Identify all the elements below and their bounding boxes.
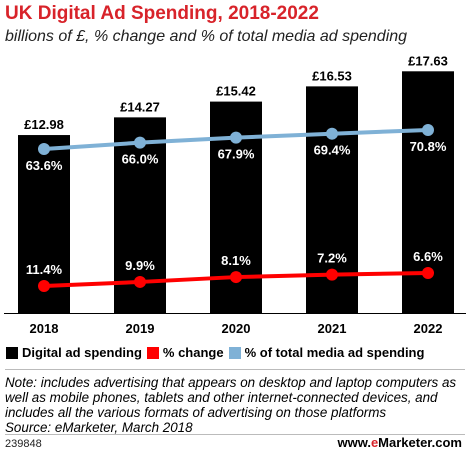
chart-subtitle: billions of £, % change and % of total m…	[5, 28, 408, 45]
bar-label-2018: £12.98	[24, 117, 64, 132]
legend-item-change: % change	[146, 345, 224, 360]
x-tick-2021: 2021	[318, 321, 347, 336]
change-point-2019	[134, 275, 146, 288]
share-label-2018: 63.6%	[26, 158, 63, 173]
chart-note: Note: includes advertising that appears …	[5, 375, 467, 435]
legend-label-change: % change	[162, 345, 224, 360]
legend-swatch-spending	[6, 346, 18, 359]
bar-label-2022: £17.63	[408, 53, 448, 68]
change-label-2022: 6.6%	[413, 249, 443, 264]
share-point-2019	[134, 136, 146, 149]
legend-item-spending: Digital ad spending	[6, 345, 142, 360]
share-label-2022: 70.8%	[410, 139, 447, 154]
x-tick-2018: 2018	[30, 321, 59, 336]
source-text: Source: eMarketer, March 2018	[5, 420, 193, 435]
legend-label-spending: Digital ad spending	[22, 345, 142, 360]
chart-legend: Digital ad spending % change % of total …	[6, 345, 429, 360]
change-point-2018	[38, 280, 50, 292]
change-point-2021	[326, 268, 338, 281]
share-label-2021: 69.4%	[314, 143, 351, 158]
brand-suffix: Marketer.com	[378, 435, 462, 450]
change-point-2022	[422, 267, 434, 279]
change-point-2020	[230, 271, 242, 284]
brand-prefix: www.	[337, 435, 371, 450]
share-point-2018	[38, 143, 50, 155]
chart-title: UK Digital Ad Spending, 2018-2022	[5, 3, 319, 24]
note-text: Note: includes advertising that appears …	[5, 375, 457, 420]
bar-label-2019: £14.27	[120, 99, 160, 114]
x-tick-2020: 2020	[222, 321, 251, 336]
change-label-2020: 8.1%	[221, 253, 251, 268]
chart-id: 239848	[5, 438, 42, 450]
x-tick-2019: 2019	[126, 321, 155, 336]
brand-e: e	[370, 435, 379, 450]
change-label-2019: 9.9%	[125, 258, 155, 273]
divider-bottom	[5, 434, 465, 435]
share-point-2021	[326, 127, 338, 140]
x-tick-2022: 2022	[414, 321, 443, 336]
share-point-2022	[422, 124, 434, 136]
legend-swatch-share	[228, 346, 241, 359]
legend-item-share: % of total media ad spending	[228, 345, 425, 360]
bar-label-2020: £15.42	[216, 84, 256, 99]
bar-label-2021: £16.53	[312, 68, 352, 83]
brand-logo[interactable]: www.eMarketer.com	[337, 435, 462, 450]
share-point-2020	[230, 131, 242, 144]
change-label-2018: 11.4%	[26, 262, 63, 277]
share-label-2020: 67.9%	[218, 147, 255, 162]
chart-plot: £12.98 £14.27 £15.42 £16.53 £17.63 2018 2019 20…	[4, 53, 466, 336]
legend-swatch-change	[146, 346, 159, 359]
change-label-2021: 7.2%	[317, 251, 347, 266]
divider-top	[5, 369, 465, 370]
legend-label-share: % of total media ad spending	[244, 345, 425, 360]
share-label-2019: 66.0%	[122, 152, 159, 167]
